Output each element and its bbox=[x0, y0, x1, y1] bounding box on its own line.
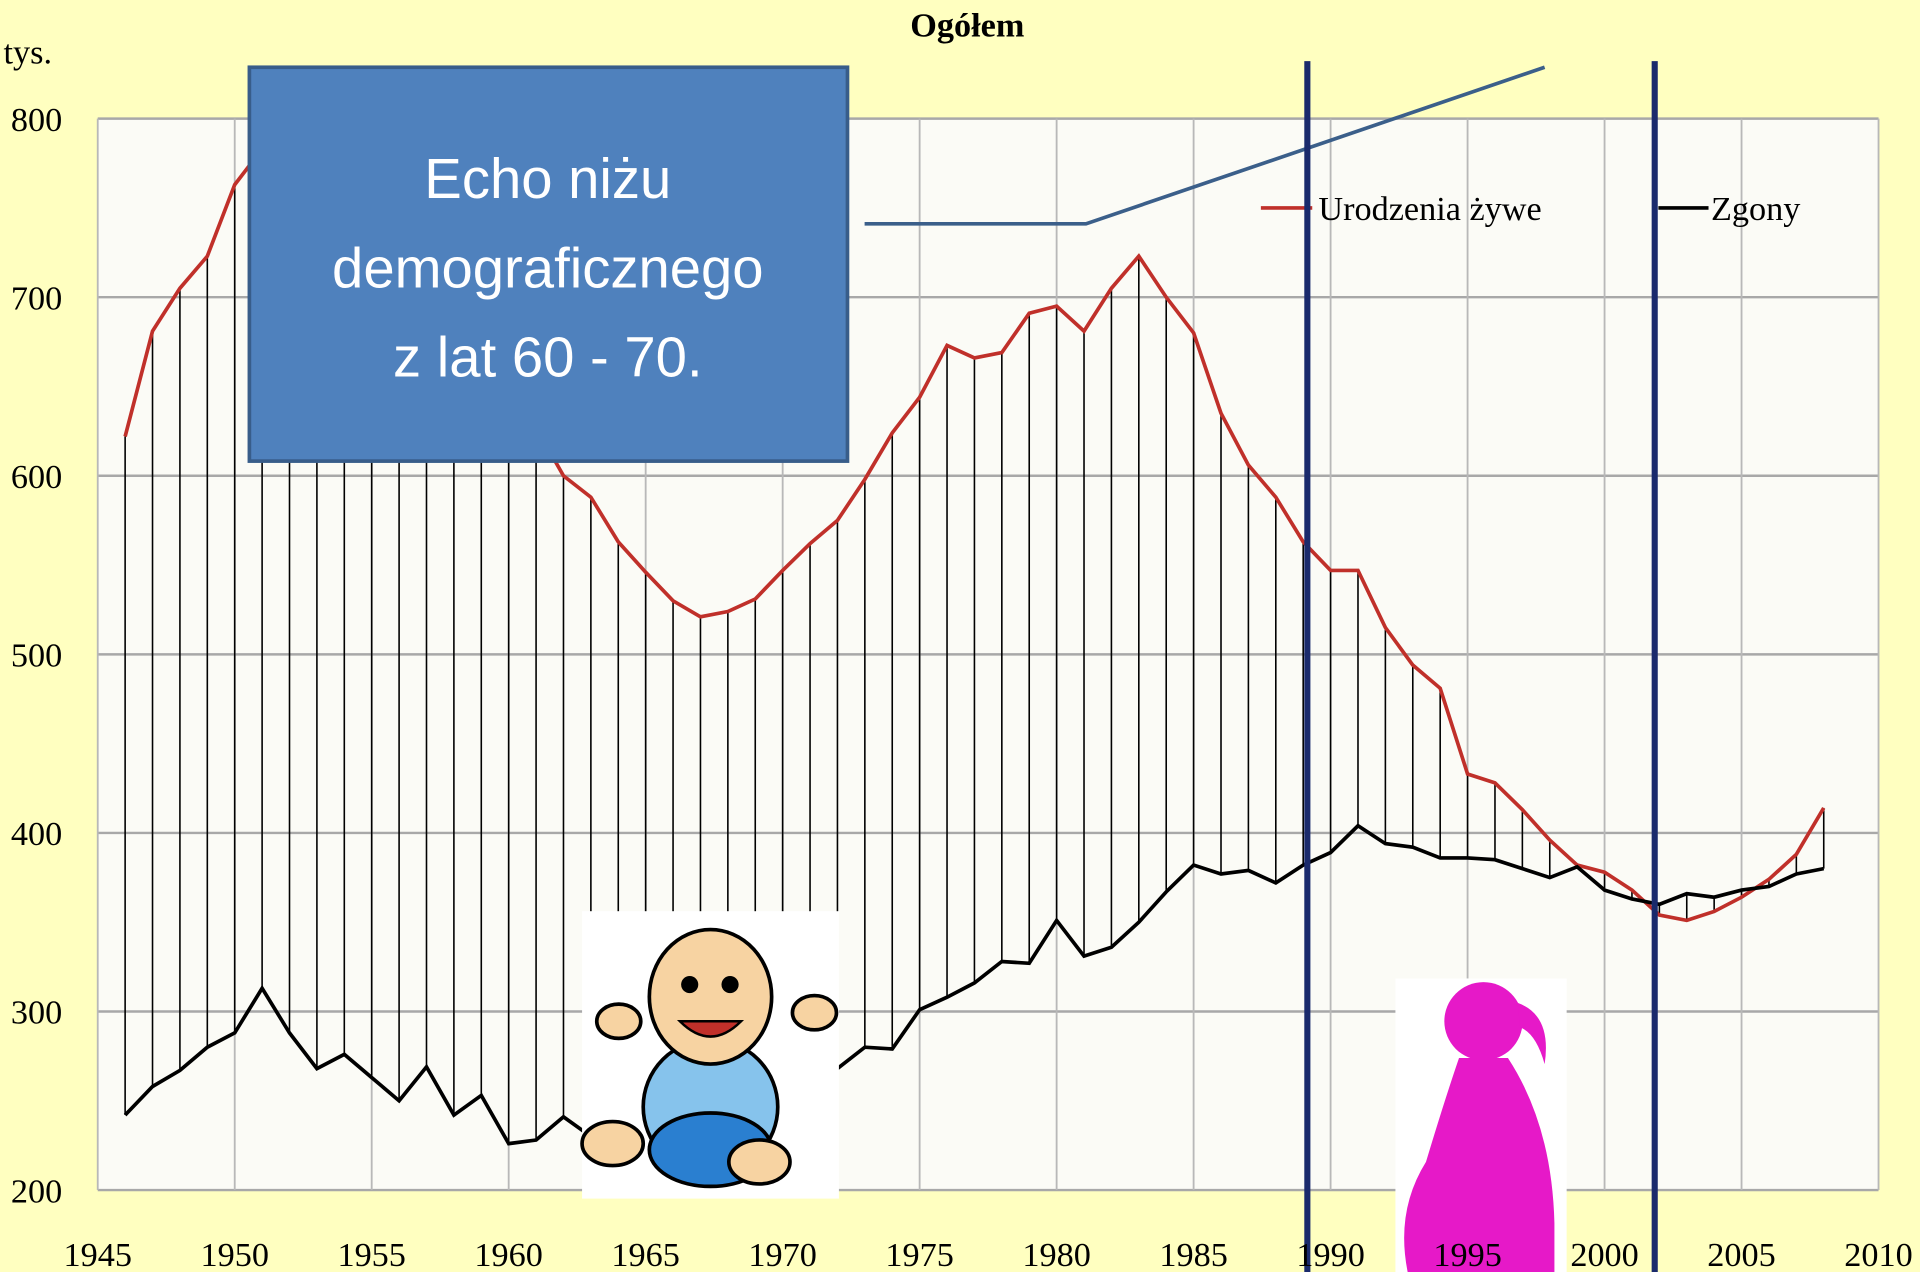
x-tick-label: 1950 bbox=[200, 1236, 268, 1272]
x-tick-label: 2010 bbox=[1844, 1236, 1912, 1272]
series-line bbox=[123, 823, 1825, 1146]
x-tick-label: 1965 bbox=[611, 1236, 679, 1272]
y-tick-label: 300 bbox=[11, 994, 62, 1032]
legend-label: Zgony bbox=[1711, 190, 1800, 228]
x-tick-label: 2000 bbox=[1570, 1236, 1638, 1272]
chart-title: Ogółem bbox=[910, 7, 1024, 45]
y-tick-label: 500 bbox=[11, 637, 62, 675]
y-tick-label: 800 bbox=[11, 101, 62, 139]
callout-text: Echo niżu bbox=[424, 147, 671, 210]
x-tick-label: 1945 bbox=[63, 1236, 131, 1272]
callout-box bbox=[247, 65, 850, 463]
baby-clipart bbox=[580, 911, 839, 1199]
x-tick-label: 1970 bbox=[748, 1236, 816, 1272]
y-tick-label: 700 bbox=[11, 279, 62, 317]
x-tick-label: 1955 bbox=[337, 1236, 405, 1272]
x-tick-label: 1995 bbox=[1433, 1236, 1501, 1272]
callout-text: z lat 60 - 70. bbox=[393, 326, 703, 389]
y-tick-label: 600 bbox=[11, 458, 62, 496]
tick-labels: 200 300 400 500 600 700 800 1945 1950 1955 1960 196… bbox=[11, 101, 1913, 1272]
y-unit: tys. bbox=[4, 34, 53, 72]
x-tick-label: 1980 bbox=[1022, 1236, 1090, 1272]
x-tick-label: 1975 bbox=[885, 1236, 953, 1272]
callout-connector bbox=[864, 65, 1546, 226]
y-tick-label: 400 bbox=[11, 815, 62, 853]
x-tick-label: 1990 bbox=[1296, 1236, 1364, 1272]
legend-label: Urodzenia żywe bbox=[1318, 190, 1541, 228]
x-tick-label: 1960 bbox=[474, 1236, 542, 1272]
x-tick-label: 1985 bbox=[1159, 1236, 1227, 1272]
callout-text: demograficznego bbox=[332, 236, 764, 299]
y-tick-label: 200 bbox=[11, 1172, 62, 1210]
x-tick-label: 2005 bbox=[1707, 1236, 1775, 1272]
pregnant-silhouette bbox=[1395, 978, 1567, 1272]
